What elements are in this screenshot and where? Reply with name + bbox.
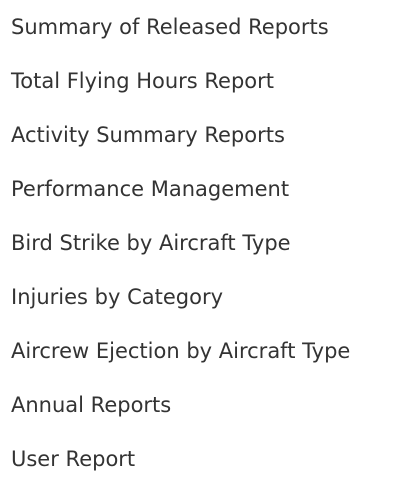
report-menu: Summary of Released Reports Total Flying…	[11, 0, 416, 486]
report-menu-item: Activity Summary Reports	[11, 108, 416, 162]
injuries-by-category-link[interactable]: Injuries by Category	[11, 285, 224, 309]
summary-of-released-reports-link[interactable]: Summary of Released Reports	[11, 15, 329, 39]
annual-reports-link[interactable]: Annual Reports	[11, 393, 172, 417]
user-report-link[interactable]: User Report	[11, 447, 136, 471]
performance-management-link[interactable]: Performance Management	[11, 177, 290, 201]
report-menu-item: Bird Strike by Aircraft Type	[11, 216, 416, 270]
aircrew-ejection-by-aircraft-type-link[interactable]: Aircrew Ejection by Aircraft Type	[11, 339, 351, 363]
report-menu-item: Performance Management	[11, 162, 416, 216]
report-menu-item: User Report	[11, 432, 416, 486]
report-menu-item: Aircrew Ejection by Aircraft Type	[11, 324, 416, 378]
bird-strike-by-aircraft-type-link[interactable]: Bird Strike by Aircraft Type	[11, 231, 291, 255]
report-menu-item: Annual Reports	[11, 378, 416, 432]
report-menu-item: Summary of Released Reports	[11, 0, 416, 54]
report-menu-item: Injuries by Category	[11, 270, 416, 324]
total-flying-hours-report-link[interactable]: Total Flying Hours Report	[11, 69, 275, 93]
activity-summary-reports-link[interactable]: Activity Summary Reports	[11, 123, 285, 147]
report-menu-item: Total Flying Hours Report	[11, 54, 416, 108]
